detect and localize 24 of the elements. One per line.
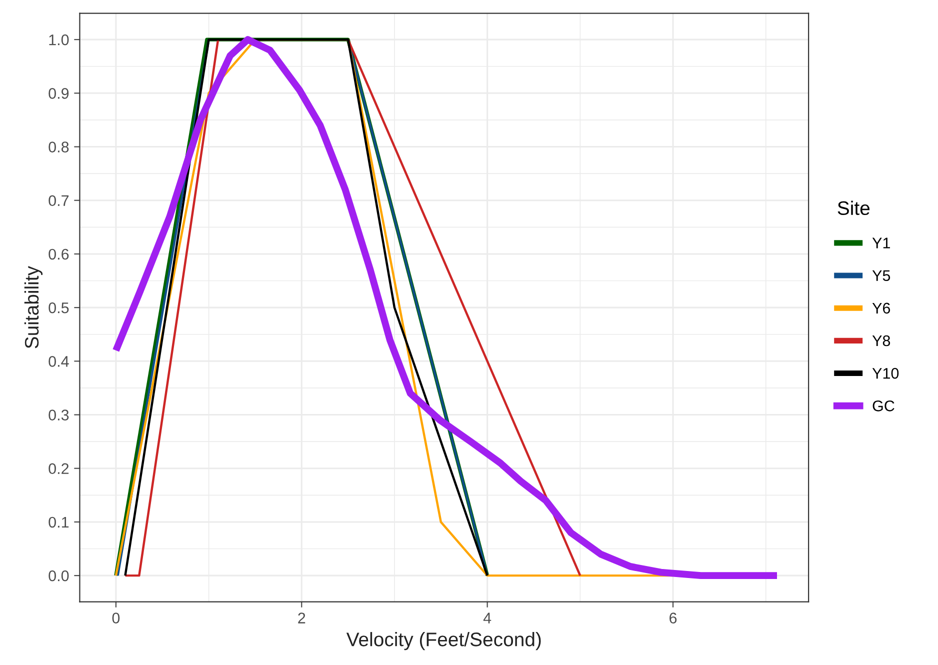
x-tick-label: 2: [298, 612, 306, 624]
y-tick-label: 0.1: [48, 516, 69, 528]
legend-title: Site: [838, 200, 870, 216]
legend-label: GC: [872, 400, 894, 412]
y-tick-label: 0.9: [48, 88, 69, 99]
x-axis-title: Velocity (Feet/Second): [346, 632, 541, 650]
legend-label: Y1: [872, 238, 890, 248]
y-tick-label: 0.7: [48, 195, 69, 206]
y-tick-label: 0.2: [48, 463, 69, 474]
x-tick-label: 6: [670, 612, 677, 624]
y-tick-label: 0.6: [48, 248, 69, 260]
y-axis-title: Suitability: [24, 266, 43, 348]
y-tick-label: 1.0: [49, 34, 69, 46]
legend-label: Y5: [872, 270, 890, 282]
y-tick-label: 0.3: [48, 410, 69, 420]
y-tick-label: 0.5: [48, 302, 69, 314]
legend-label: Y8: [872, 335, 890, 346]
y-tick-label: 0.0: [48, 570, 69, 582]
legend-label: Y6: [872, 302, 890, 314]
y-tick-label: 0.8: [48, 142, 69, 152]
x-tick-label: 4: [483, 612, 492, 624]
legend-label: Y10: [872, 368, 899, 379]
x-tick-label: 0: [112, 612, 120, 624]
y-tick-label: 0.4: [48, 356, 69, 367]
